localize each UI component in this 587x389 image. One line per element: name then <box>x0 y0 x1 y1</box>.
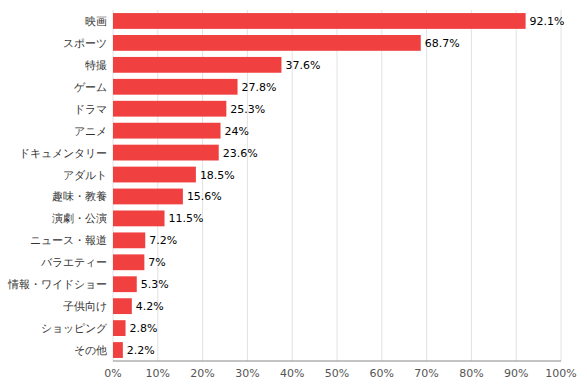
value-axis: 0% 10% 20% 30% 40% 50% 60% 70% 80% 90% 100% <box>104 367 576 380</box>
data-label: 27.8% <box>242 81 277 94</box>
grid-line <box>381 10 382 361</box>
bar <box>113 101 226 117</box>
data-label: 68.7% <box>425 37 460 50</box>
tick-label: 70% <box>414 367 438 380</box>
data-label: 25.3% <box>230 103 265 116</box>
data-label: 15.6% <box>187 190 222 203</box>
bar <box>113 167 196 183</box>
category-label: ドラマ <box>74 103 107 116</box>
grid-line <box>471 10 472 361</box>
bar <box>113 342 123 358</box>
tick-label: 0% <box>104 367 121 380</box>
chart: 映画スポーツ特撮ゲームドラマアニメドキュメンタリーアダルト趣味・教養演劇・公演ニ… <box>0 0 587 389</box>
axis-line <box>113 361 561 362</box>
data-label: 11.5% <box>169 212 204 225</box>
grid-line <box>426 10 427 361</box>
grid-line <box>337 10 338 361</box>
category-label: バラエティー <box>40 256 107 269</box>
category-label: 情報・ワイドショー <box>7 278 107 291</box>
data-label: 18.5% <box>200 169 235 182</box>
tick-label: 40% <box>280 367 304 380</box>
bar <box>113 254 144 270</box>
bar <box>113 276 137 292</box>
data-label: 2.2% <box>127 344 155 357</box>
category-label: スポーツ <box>63 37 107 50</box>
category-labels: 映画スポーツ特撮ゲームドラマアニメドキュメンタリーアダルト趣味・教養演劇・公演ニ… <box>7 15 108 357</box>
data-label: 23.6% <box>223 147 258 160</box>
tick-label: 10% <box>146 367 170 380</box>
bar <box>113 320 126 336</box>
bar <box>113 145 219 161</box>
grid-line <box>516 10 517 361</box>
bar <box>113 211 165 227</box>
category-label: その他 <box>74 344 107 357</box>
category-label: ゲーム <box>74 81 107 94</box>
category-label: ショッピング <box>41 322 108 335</box>
bar <box>113 79 238 95</box>
bar <box>113 232 145 248</box>
category-label: 演劇・公演 <box>52 212 107 225</box>
data-label: 37.6% <box>285 59 320 72</box>
data-label: 4.2% <box>136 300 164 313</box>
tick-label: 30% <box>235 367 259 380</box>
bar <box>113 57 281 73</box>
grid-line <box>561 10 562 361</box>
category-label: アダルト <box>63 169 107 182</box>
data-labels: 92.1% 68.7% 37.6% 27.8% 25.3% 24% 23.6% 18.5% 15… <box>127 15 565 357</box>
tick-label: 50% <box>325 367 349 380</box>
bar <box>113 189 183 205</box>
category-label: ドキュメンタリー <box>19 147 107 160</box>
bar <box>113 35 421 51</box>
data-label: 7.2% <box>149 234 177 247</box>
tick-label: 100% <box>545 367 576 380</box>
tick-label: 60% <box>370 367 394 380</box>
data-label: 5.3% <box>141 278 169 291</box>
category-label: 特撮 <box>85 59 107 72</box>
category-label: 子供向け <box>63 300 107 313</box>
data-label: 92.1% <box>530 15 565 28</box>
bar <box>113 13 526 29</box>
tick-label: 80% <box>459 367 483 380</box>
category-label: 映画 <box>85 15 107 28</box>
bar <box>113 123 221 139</box>
tick-label: 20% <box>190 367 214 380</box>
category-label: ニュース・報道 <box>30 234 107 247</box>
data-label: 2.8% <box>130 322 158 335</box>
tick-label: 90% <box>504 367 528 380</box>
data-label: 7% <box>148 256 165 269</box>
category-label: アニメ <box>74 125 107 138</box>
category-label: 趣味・教養 <box>52 190 107 203</box>
data-label: 24% <box>225 125 249 138</box>
grid <box>113 10 561 361</box>
bars <box>113 13 526 358</box>
bar <box>113 298 132 314</box>
